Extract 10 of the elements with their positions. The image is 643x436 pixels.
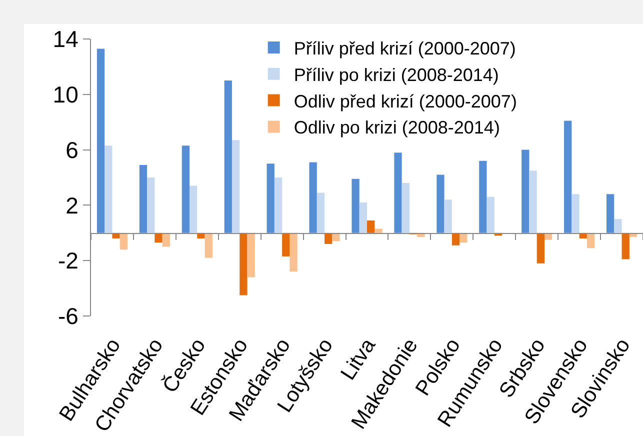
y-tick-label: 6 — [66, 136, 78, 163]
legend-label: Odliv před krizí (2000-2007) — [294, 91, 517, 112]
y-tick-label: 2 — [66, 192, 78, 218]
y-tick-label: 14 — [52, 26, 79, 52]
legend-label: Příliv po krizi (2008-2014) — [294, 64, 499, 85]
legend-label: Odliv po krizi (2008-2014) — [294, 118, 500, 138]
y-tick-label: -2 — [58, 248, 78, 274]
legend-label: Příliv před krizí (2000-2007) — [294, 38, 516, 59]
y-tick-label: 10 — [52, 81, 78, 108]
y-tick-label: -6 — [58, 303, 78, 330]
